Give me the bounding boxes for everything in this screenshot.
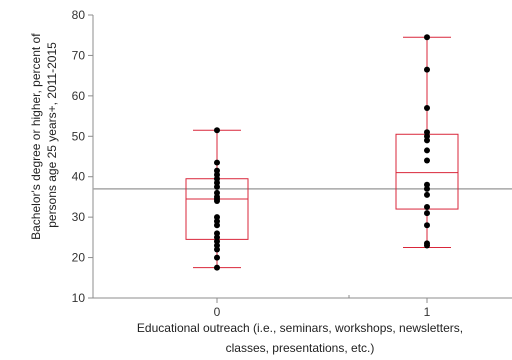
y-tick-label-10: 10 <box>72 291 86 305</box>
y-tick-label-80: 80 <box>72 8 86 22</box>
data-point-0-13 <box>214 222 220 229</box>
x-axis-title-line-2: classes, presentations, etc.) <box>226 341 375 355</box>
data-point-1-5 <box>424 137 430 144</box>
data-point-1-0 <box>424 34 430 41</box>
y-axis-title-line-1: Bachelor's degree or higher, percent of <box>29 33 43 240</box>
data-point-1-2 <box>424 104 430 111</box>
data-point-1-11 <box>424 204 430 211</box>
data-point-1-12 <box>424 210 430 217</box>
y-tick-label-40: 40 <box>72 170 86 184</box>
plot-area: 10 20 30 40 50 60 70 80 0 1 <box>72 8 512 319</box>
data-point-0-20 <box>214 264 220 271</box>
x-tick-label-0: 0 <box>214 305 221 319</box>
data-point-1-10 <box>424 191 430 198</box>
y-tick-label-30: 30 <box>72 210 86 224</box>
y-tick-label-70: 70 <box>72 48 86 62</box>
x-tick-label-1: 1 <box>424 305 431 319</box>
y-tick-label-20: 20 <box>72 251 86 265</box>
data-point-0-19 <box>214 254 220 261</box>
y-tick-label-50: 50 <box>72 129 86 143</box>
y-axis-title-line-2: persons age 25 years+, 2011-2015 <box>45 42 59 228</box>
data-point-1-7 <box>424 157 430 164</box>
data-point-0-0 <box>214 127 220 134</box>
data-point-0-1 <box>214 159 220 166</box>
data-point-1-1 <box>424 66 430 73</box>
data-point-0-18 <box>214 246 220 253</box>
data-point-0-6 <box>214 183 220 190</box>
data-point-1-9 <box>424 185 430 192</box>
data-point-0-10 <box>214 197 220 204</box>
x-axis-title-line-1: Educational outreach (i.e., seminars, wo… <box>137 321 463 335</box>
data-point-1-15 <box>424 242 430 249</box>
data-point-1-6 <box>424 147 430 154</box>
data-point-1-13 <box>424 222 430 229</box>
y-axis-title: Bachelor's degree or higher, percent of … <box>29 30 59 240</box>
y-tick-label-60: 60 <box>72 89 86 103</box>
